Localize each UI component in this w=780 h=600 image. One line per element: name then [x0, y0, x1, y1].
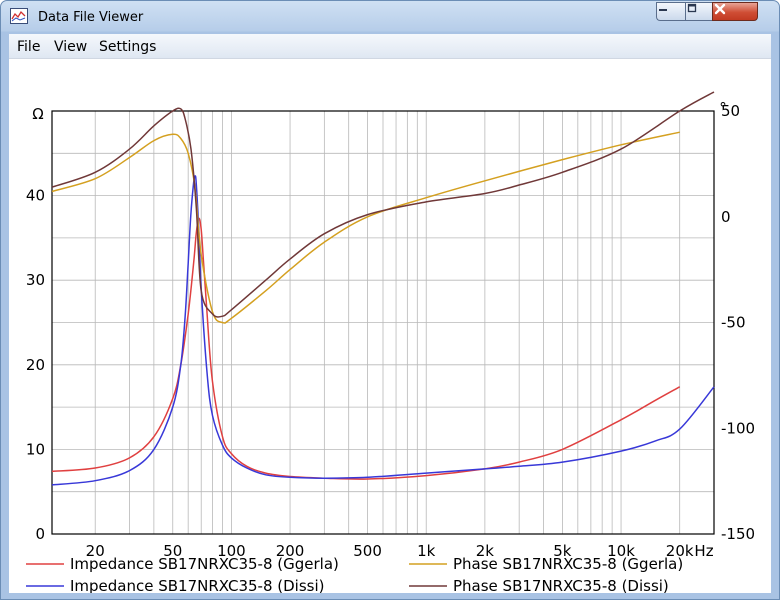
- legend-label: Impedance SB17NRXC35-8 (Dissi): [70, 577, 324, 593]
- x-tick-label: 20: [86, 542, 105, 560]
- y-axis-unit-left: Ω: [32, 105, 43, 123]
- x-tick-label: 5k: [553, 542, 572, 560]
- y-tick-label-right: -150: [721, 525, 755, 543]
- menu-settings[interactable]: Settings: [99, 39, 157, 55]
- x-tick-label: 50: [163, 542, 182, 560]
- y-tick-label-right: -100: [721, 419, 755, 437]
- maximize-icon: [687, 3, 697, 13]
- y-tick-label-right: 50: [721, 102, 740, 120]
- x-axis-unit-label: Hz: [694, 542, 713, 560]
- y-tick-label-left: 20: [26, 356, 45, 374]
- minimize-button[interactable]: [656, 2, 685, 21]
- y-tick-label-left: 40: [26, 187, 45, 205]
- minimize-icon: [659, 9, 667, 11]
- title-bar[interactable]: Data File Viewer: [1, 1, 779, 34]
- close-icon: [714, 3, 726, 15]
- plot-frame: [51, 110, 715, 535]
- impedance-phase-chart: 0 10 20 30 40 -150 -100 -50 0 50 Ω ° 20 50 100 200 500 1k…: [26, 91, 755, 593]
- legend-label: Phase SB17NRXC35-8 (Dissi): [453, 577, 669, 593]
- client-area: File View Settings 0 10 20 30 40 -150 -100 -50 0…: [9, 34, 771, 593]
- series-line-2: [51, 175, 715, 486]
- menu-view[interactable]: View: [54, 39, 88, 55]
- legend-label: Phase SB17NRXC35-8 (Ggerla): [453, 555, 683, 573]
- x-tick-label: 200: [276, 542, 305, 560]
- series-line-4: [51, 91, 715, 318]
- chart-area: 0 10 20 30 40 -150 -100 -50 0 50 Ω ° 20 50 100 200 500 1k…: [9, 59, 771, 593]
- window-title: Data File Viewer: [38, 10, 144, 25]
- y-tick-label-right: 0: [721, 208, 731, 226]
- x-tick-label: 2k: [476, 542, 495, 560]
- menu-bar: File View Settings: [9, 34, 771, 59]
- x-tick-label: 100: [217, 542, 246, 560]
- y-tick-label-left: 10: [26, 440, 45, 458]
- y-tick-label-right: -50: [721, 314, 746, 332]
- menu-file[interactable]: File: [17, 39, 41, 55]
- close-button[interactable]: [712, 2, 758, 21]
- legend-label: Impedance SB17NRXC35-8 (Ggerla): [70, 555, 339, 573]
- graph-icon: [10, 8, 28, 24]
- y-axis-unit-right: °: [719, 99, 727, 117]
- series-line-3: [51, 131, 680, 324]
- y-tick-label-left: 0: [35, 525, 45, 543]
- x-tick-label: 20k: [666, 542, 694, 560]
- x-tick-label: 10k: [607, 542, 635, 560]
- y-tick-label-left: 30: [26, 271, 45, 289]
- x-tick-label: 500: [353, 542, 382, 560]
- x-tick-label: 1k: [417, 542, 436, 560]
- maximize-button[interactable]: [685, 2, 712, 21]
